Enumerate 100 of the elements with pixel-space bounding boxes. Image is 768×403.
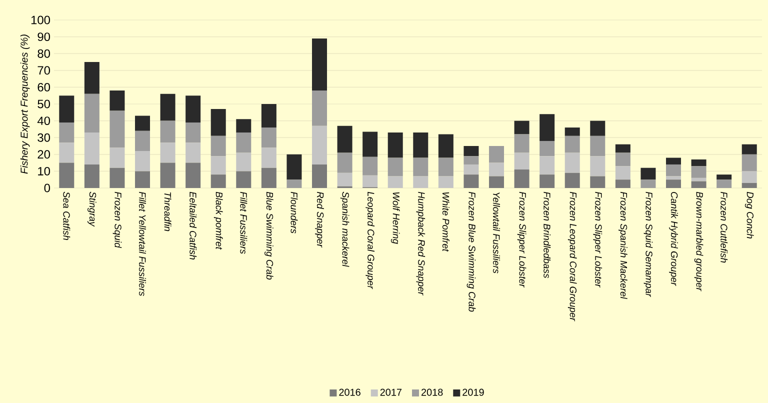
bar <box>261 128 276 148</box>
x-tick-label: Frozen Leopard Coral Grouper <box>568 192 577 322</box>
bar <box>160 142 176 163</box>
bar <box>540 156 555 175</box>
y-tick-label: 20 <box>38 150 50 159</box>
x-tick-label: Frozen Squid <box>112 192 122 248</box>
bar <box>564 152 580 173</box>
bar <box>236 132 252 153</box>
bar <box>135 130 150 152</box>
bar <box>615 180 630 188</box>
x-tick-label: Frozen Slipper Lobster <box>517 192 526 288</box>
bar <box>388 132 403 158</box>
x-tick-label: Eeltailed Catfish <box>190 192 197 260</box>
bar <box>236 171 252 188</box>
bar <box>615 166 630 180</box>
y-tick-label: 40 <box>37 116 50 126</box>
bar <box>110 148 125 168</box>
bar <box>388 176 403 188</box>
bar <box>716 174 732 180</box>
bar <box>84 62 100 94</box>
x-tick-label: Humpback Red Snapper <box>416 192 426 296</box>
bar <box>388 158 403 176</box>
x-tick-label: Red Snapper <box>315 192 324 248</box>
x-tick-label: Spanish mackerel <box>340 192 350 267</box>
bar <box>186 96 201 122</box>
bar <box>666 176 682 180</box>
bar <box>135 171 150 188</box>
bar <box>210 136 226 156</box>
bar <box>514 134 530 153</box>
bar <box>236 152 252 172</box>
y-tick-label: 80 <box>38 49 50 58</box>
x-tick-label: Flounders <box>290 192 298 234</box>
legend-label: 2016 <box>339 388 360 396</box>
bar <box>337 126 352 153</box>
bar <box>261 168 276 188</box>
bar <box>464 146 479 156</box>
x-tick-label: Threadfin <box>164 192 172 232</box>
y-tick-label: 50 <box>38 100 50 108</box>
bar <box>236 119 252 133</box>
y-tick-label: 70 <box>38 66 50 75</box>
bar <box>362 175 378 188</box>
bar <box>59 96 74 122</box>
bar <box>742 144 757 154</box>
x-tick-label: Black pomfret <box>214 192 223 250</box>
y-axis-title: Fishery Export Frequencies (%) <box>20 34 30 174</box>
bar <box>160 120 176 143</box>
bar <box>615 144 630 153</box>
bar <box>59 162 74 188</box>
bar <box>666 180 682 188</box>
bar <box>514 170 530 188</box>
bar <box>286 180 302 188</box>
bar <box>210 174 226 188</box>
bar <box>464 174 479 188</box>
bar <box>312 90 328 126</box>
x-tick-label: Frozen Squid Semampar <box>644 192 653 298</box>
bar <box>438 134 454 158</box>
bar <box>514 152 530 170</box>
bar <box>413 176 428 188</box>
bar <box>438 176 454 188</box>
bar <box>666 158 682 164</box>
bar <box>186 162 201 188</box>
bar <box>362 156 378 176</box>
bar <box>489 162 504 176</box>
x-tick-label: Brown-marbled grouper <box>694 192 704 292</box>
bar <box>464 156 479 164</box>
x-tick-label: White Pomfret <box>442 192 450 252</box>
bar <box>59 122 74 143</box>
bar <box>615 152 630 166</box>
bar <box>312 164 328 188</box>
bar <box>160 162 176 188</box>
y-tick-label: 100 <box>31 16 50 24</box>
bar <box>210 156 226 175</box>
x-tick-label: Fillet Yellowtail Fussiliers <box>139 192 146 296</box>
bar <box>540 114 555 141</box>
bar <box>59 142 74 163</box>
x-tick-label: Frozen Cuttlefish <box>720 192 728 263</box>
x-tick-label: Fillet Fussiliers <box>240 192 248 254</box>
bar <box>716 180 732 188</box>
bar <box>413 132 428 158</box>
bar <box>337 172 352 186</box>
bar <box>691 178 706 182</box>
x-tick-label: Frozen Blue Swimming Crab <box>466 192 476 312</box>
bar <box>489 176 504 188</box>
y-tick-label: 60 <box>38 82 50 92</box>
x-tick-label: Frozen Brindledbass <box>544 192 551 278</box>
bar <box>312 38 328 91</box>
x-tick-label: Cantik Hybrid Grouper <box>669 192 678 286</box>
y-tick-label: 30 <box>38 133 50 142</box>
x-tick-label: Frozen Slipper Lobster <box>593 192 602 288</box>
x-tick-label: Blue Swimming Crab <box>264 192 274 280</box>
bar <box>691 159 706 166</box>
y-tick-label: 0 <box>44 184 50 192</box>
bar <box>84 132 100 164</box>
x-tick-label: Dog Conch <box>744 192 754 238</box>
bar <box>742 182 757 188</box>
bar <box>186 122 201 143</box>
bar <box>590 120 606 136</box>
bar <box>84 164 100 188</box>
x-tick-label: Wolf Herring <box>390 192 400 244</box>
bar <box>590 156 606 176</box>
